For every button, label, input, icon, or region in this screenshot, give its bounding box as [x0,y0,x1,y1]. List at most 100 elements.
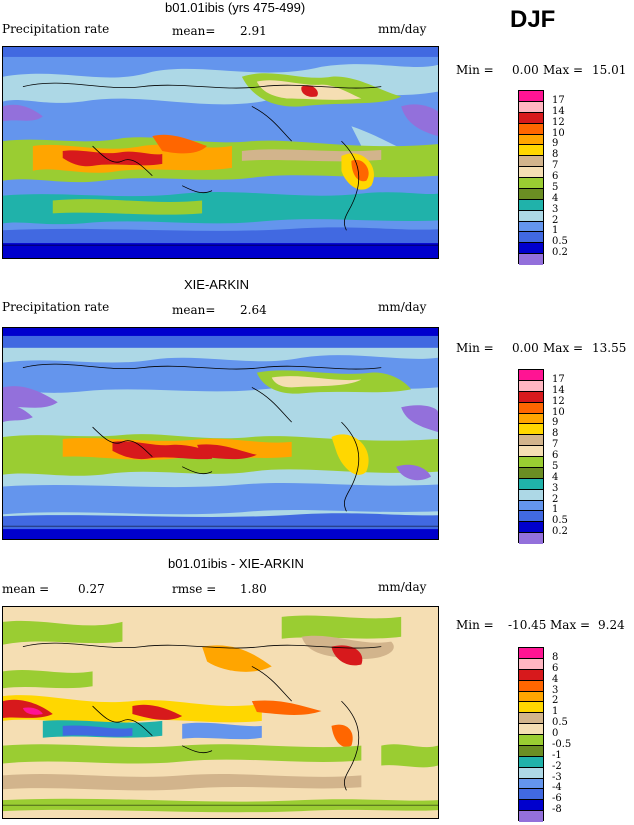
panel-2-min-label: Min = [456,341,494,355]
colorbar-swatch [519,680,543,692]
panel-2-mean-label: mean= [172,303,216,317]
colorbar-swatch [519,702,543,714]
colorbar-tick-label: 2 [552,695,559,707]
panel-3-map-svg [3,607,438,818]
colorbar-swatch [519,188,543,200]
colorbar-swatch [519,457,543,468]
colorbar-tick-label: 3 [552,203,559,215]
colorbar-tick-label: 8 [552,651,559,663]
panel-3-max-label: Max = [550,618,591,632]
colorbar-tick-label: 2 [552,214,559,226]
colorbar-swatch [519,413,543,425]
colorbar-swatch [519,134,543,146]
colorbar-swatch [519,767,543,779]
colorbar-swatch [519,210,543,222]
colorbar-swatch [519,800,543,812]
panel-1-min-value: 0.00 [512,63,539,77]
panel-2-colorbar [518,369,544,544]
panel-2-max-label: Max = [543,341,584,355]
colorbar-swatch [519,101,543,113]
colorbar-tick-label: -8 [552,804,562,816]
colorbar-tick-label: 5 [552,460,559,472]
colorbar-tick-label: 5 [552,181,559,193]
colorbar-tick-label: 0.2 [552,247,568,259]
colorbar-swatch [519,467,543,479]
season-label: DJF [510,6,556,33]
colorbar-tick-label: 17 [552,94,565,106]
colorbar-tick-label: 0.5 [552,515,568,527]
panel-2-max-value: 13.55 [592,341,627,355]
panel-1-mean-value: 2.91 [240,24,267,38]
colorbar-swatch [519,789,543,801]
colorbar-swatch [519,446,543,457]
colorbar-swatch [519,380,543,392]
colorbar-tick-label: 1 [552,504,559,516]
colorbar-tick-label: 0.5 [552,717,568,729]
colorbar-tick-label: -1 [552,749,562,761]
colorbar-tick-label: 0.5 [552,236,568,248]
colorbar-swatch [519,178,543,189]
colorbar-tick-label: -4 [552,782,562,794]
panel-2-mean-value: 2.64 [240,303,267,317]
colorbar-tick-label: 3 [552,684,559,696]
colorbar-tick-label: 12 [552,395,565,407]
colorbar-swatch [519,691,543,703]
colorbar-tick-label: 3 [552,482,559,494]
panel-2-title: XIE-ARKIN [184,277,250,292]
colorbar-swatch [519,533,543,544]
colorbar-swatch [519,511,543,523]
colorbar-swatch [519,243,543,255]
colorbar-swatch [519,658,543,670]
colorbar-swatch [519,370,543,381]
colorbar-tick-label: 1 [552,706,559,718]
colorbar-tick-label: 8 [552,149,559,161]
colorbar-tick-label: 1 [552,225,559,237]
colorbar-tick-label: 14 [552,105,565,117]
colorbar-swatch [519,221,543,233]
colorbar-swatch [519,391,543,403]
colorbar-tick-label: 2 [552,493,559,505]
panel-1-min-label: Min = [456,63,494,77]
colorbar-swatch [519,478,543,490]
panel-2-min-value: 0.00 [512,341,539,355]
colorbar-tick-label: 0.2 [552,526,568,538]
colorbar-swatch [519,648,543,659]
colorbar-swatch [519,254,543,265]
colorbar-swatch [519,735,543,746]
colorbar-tick-label: -2 [552,760,562,772]
colorbar-swatch [519,112,543,124]
colorbar-tick-label: -6 [552,793,562,805]
panel-1-colorbar [518,90,544,265]
panel-3-min-value: -10.45 [508,618,547,632]
colorbar-swatch [519,756,543,768]
panel-1-mean-label: mean= [172,24,216,38]
panel-3-rmse-label: rmse = [172,582,217,596]
panel-3-mean-label: mean = [2,582,50,596]
panel-2-variable-label: Precipitation rate [2,300,110,314]
colorbar-swatch [519,745,543,757]
colorbar-swatch [519,167,543,178]
colorbar-swatch [519,669,543,681]
colorbar-tick-label: 4 [552,192,559,204]
colorbar-swatch [519,778,543,790]
colorbar-swatch [519,522,543,534]
colorbar-tick-label: 12 [552,116,565,128]
colorbar-tick-label: 6 [552,450,559,461]
colorbar-tick-label: -0.5 [552,738,572,750]
colorbar-tick-label: 9 [552,417,559,429]
colorbar-swatch [519,145,543,157]
panel-1-map [2,46,439,259]
panel-2-units: mm/day [378,300,427,314]
panel-3-units: mm/day [378,580,427,594]
colorbar-tick-label: 7 [552,439,559,451]
colorbar-tick-label: 7 [552,160,559,172]
panel-1-variable-label: Precipitation rate [2,22,110,36]
colorbar-tick-label: 6 [552,171,559,182]
colorbar-swatch [519,713,543,725]
panel-1-title: b01.01ibis (yrs 475-499) [165,0,306,15]
panel-2-map [2,327,439,540]
colorbar-swatch [519,489,543,501]
panel-3-title: b01.01ibis - XIE-ARKIN [168,556,304,571]
colorbar-tick-label: 17 [552,373,565,385]
colorbar-tick-label: 4 [552,471,559,483]
